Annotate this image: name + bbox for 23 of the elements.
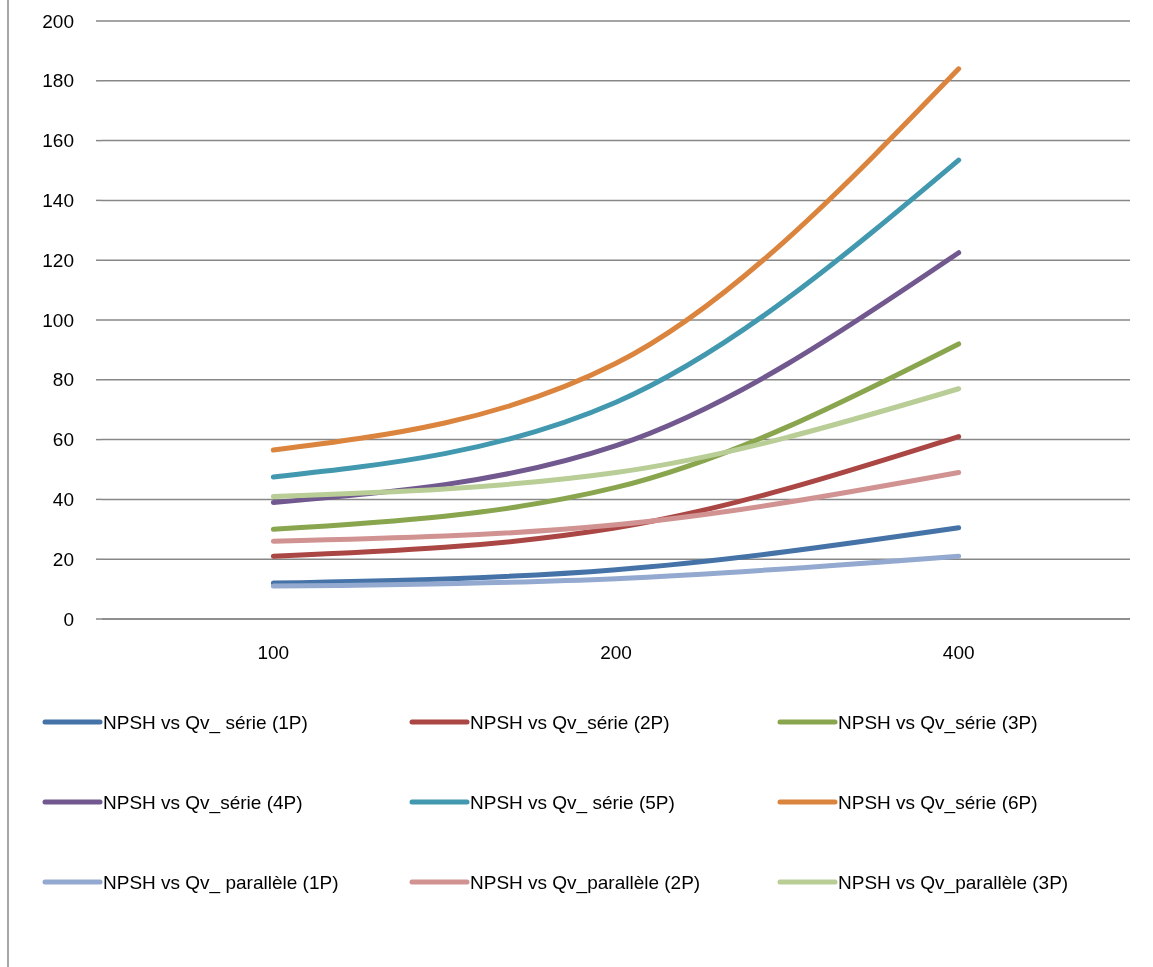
legend-label: NPSH vs Qv_ série (1P) [103, 711, 308, 734]
y-tick-label: 120 [42, 249, 74, 271]
y-tick-label: 80 [52, 369, 74, 391]
legend-label: NPSH vs Qv_série (4P) [103, 791, 303, 814]
x-tick-label: 400 [942, 642, 975, 663]
y-tick-label: 20 [52, 548, 74, 570]
y-tick-label: 0 [63, 608, 74, 630]
legend-label: NPSH vs Qv_parallèle (2P) [470, 871, 701, 894]
legend-label: NPSH vs Qv_série (6P) [838, 791, 1038, 814]
legend-label: NPSH vs Qv_ série (5P) [470, 791, 675, 814]
y-tick-label: 160 [42, 130, 74, 152]
y-tick-label: 100 [42, 309, 74, 331]
y-tick-label: 140 [42, 190, 74, 212]
legend-label: NPSH vs Qv_série (2P) [470, 711, 670, 734]
y-tick-label: 180 [42, 70, 74, 92]
legend-label: NPSH vs Qv_série (3P) [838, 711, 1038, 734]
x-tick-label: 200 [600, 642, 632, 663]
y-tick-label: 40 [52, 489, 74, 511]
y-tick-label: 200 [42, 10, 74, 32]
x-tick-label: 100 [257, 642, 290, 663]
y-tick-label: 60 [52, 429, 74, 451]
legend-label: NPSH vs Qv_ parallèle (1P) [103, 871, 339, 894]
legend-label: NPSH vs Qv_parallèle (3P) [838, 871, 1069, 894]
